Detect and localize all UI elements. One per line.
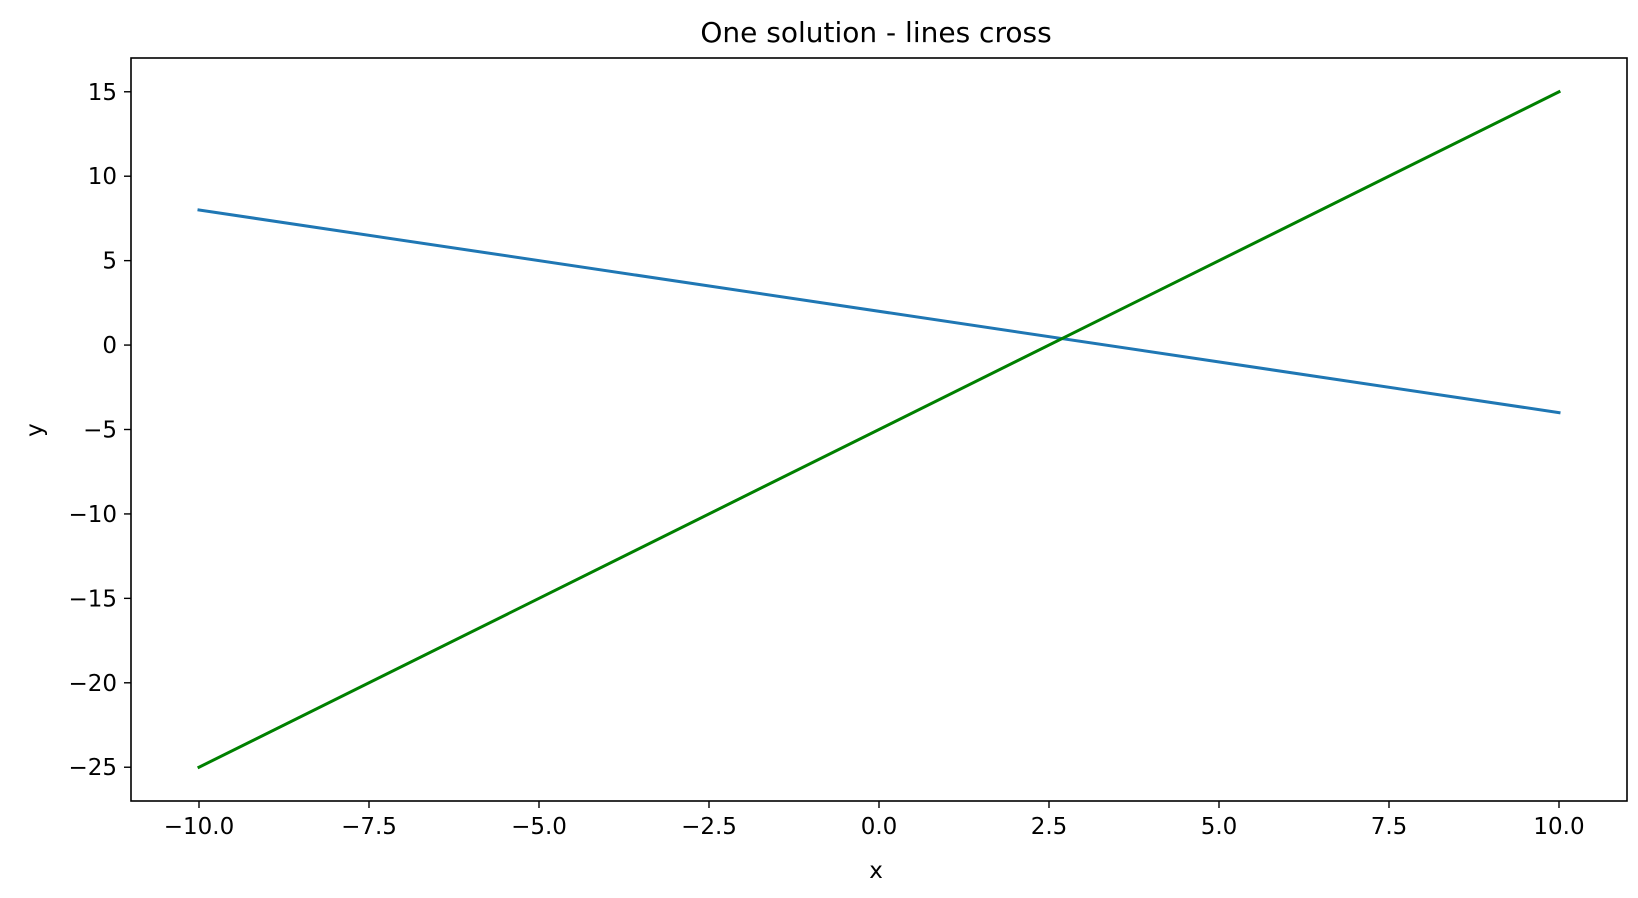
y-tick-label: −25 bbox=[68, 755, 117, 781]
series-line-1 bbox=[197, 208, 1561, 415]
x-axis-label: x bbox=[869, 858, 883, 884]
y-tick-label: −5 bbox=[83, 418, 117, 444]
series-layer bbox=[196, 89, 1562, 770]
x-tick-label: −5.0 bbox=[511, 814, 567, 840]
y-tick-label: 0 bbox=[102, 333, 117, 359]
y-axis-label: y bbox=[22, 423, 48, 437]
y-tick-label: −10 bbox=[68, 502, 117, 528]
x-tick-label: 10.0 bbox=[1533, 814, 1584, 840]
y-tick-label: 10 bbox=[88, 164, 117, 190]
x-axis-ticks: −10.0 −7.5 −5.0 −2.5 0.0 2.5 5.0 7.5 10.0 bbox=[164, 801, 1585, 840]
chart-title: One solution - lines cross bbox=[700, 16, 1051, 49]
x-tick-label: −7.5 bbox=[341, 814, 397, 840]
y-axis-ticks: 15 10 5 0 −5 −10 −15 −20 −25 bbox=[68, 80, 131, 781]
x-tick-label: 0.0 bbox=[861, 814, 898, 840]
y-tick-label: −20 bbox=[68, 671, 117, 697]
x-tick-label: −10.0 bbox=[164, 814, 234, 840]
y-tick-label: −15 bbox=[68, 586, 117, 612]
x-tick-label: 2.5 bbox=[1031, 814, 1068, 840]
x-tick-label: −2.5 bbox=[681, 814, 737, 840]
x-tick-label: 5.0 bbox=[1201, 814, 1238, 840]
y-tick-label: 15 bbox=[88, 80, 117, 106]
series-line-2 bbox=[196, 89, 1562, 770]
x-tick-label: 7.5 bbox=[1371, 814, 1408, 840]
y-tick-label: 5 bbox=[102, 249, 117, 275]
